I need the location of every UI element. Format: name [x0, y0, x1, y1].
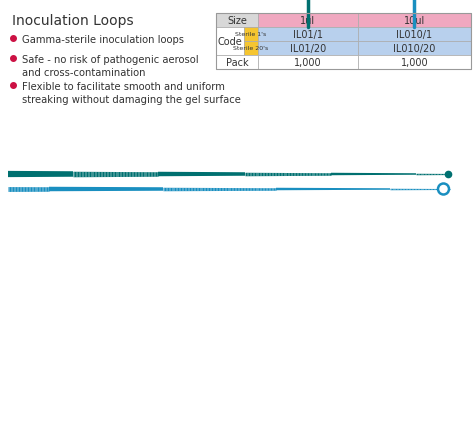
FancyBboxPatch shape [258, 28, 358, 42]
FancyBboxPatch shape [258, 14, 358, 28]
FancyBboxPatch shape [358, 42, 471, 56]
Text: Gamma-sterile inoculation loops: Gamma-sterile inoculation loops [22, 35, 184, 45]
FancyBboxPatch shape [216, 56, 258, 70]
FancyBboxPatch shape [258, 42, 358, 56]
FancyBboxPatch shape [258, 56, 358, 70]
Text: Size: Size [227, 16, 247, 26]
Text: Pack: Pack [226, 58, 248, 68]
FancyBboxPatch shape [216, 14, 258, 28]
Text: IL010/20: IL010/20 [393, 44, 436, 54]
Text: 1,000: 1,000 [401, 58, 428, 68]
Text: 10ul: 10ul [404, 16, 425, 26]
Text: IL01/20: IL01/20 [290, 44, 326, 54]
Text: 1ul: 1ul [301, 16, 316, 26]
Text: Sterile 20's: Sterile 20's [233, 46, 269, 51]
Text: Sterile 1's: Sterile 1's [236, 32, 266, 37]
Text: IL010/1: IL010/1 [396, 30, 433, 40]
FancyBboxPatch shape [358, 28, 471, 42]
Text: 1,000: 1,000 [294, 58, 322, 68]
FancyBboxPatch shape [244, 28, 258, 42]
FancyBboxPatch shape [358, 14, 471, 28]
Text: Code: Code [218, 37, 242, 47]
Text: Safe - no risk of pathogenic aerosol
and cross-contamination: Safe - no risk of pathogenic aerosol and… [22, 55, 199, 78]
Text: IL01/1: IL01/1 [293, 30, 323, 40]
FancyBboxPatch shape [244, 42, 258, 56]
FancyBboxPatch shape [216, 28, 244, 56]
Circle shape [438, 184, 449, 195]
FancyBboxPatch shape [358, 56, 471, 70]
Text: Inoculation Loops: Inoculation Loops [12, 14, 134, 28]
Text: Flexible to facilitate smooth and uniform
streaking without damaging the gel sur: Flexible to facilitate smooth and unifor… [22, 82, 241, 105]
